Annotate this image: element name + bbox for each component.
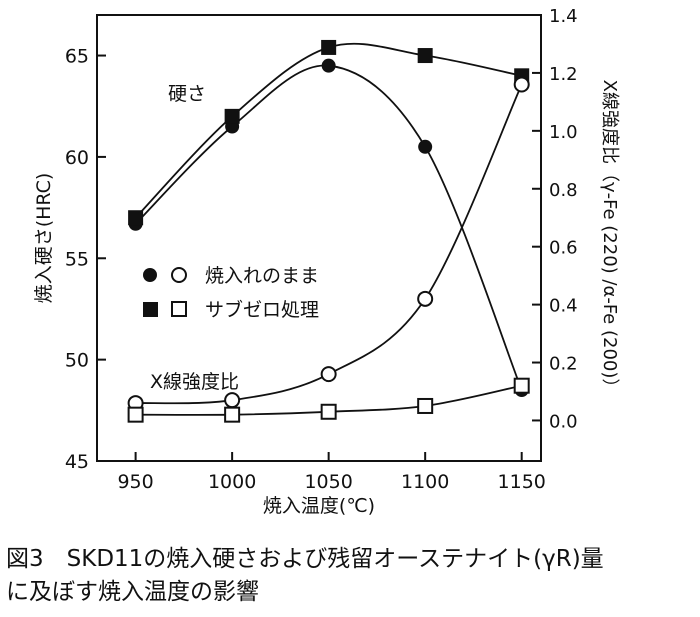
y-right-tick-label: 0.6: [549, 238, 578, 259]
open-circle-point: [224, 392, 241, 409]
left-axis-title: 焼入硬さ(HRC): [33, 173, 55, 304]
x-axis-title: 焼入温度(℃): [263, 495, 375, 517]
legend-label-subzero: サブゼロ処理: [205, 298, 319, 321]
y-right-tick-label: 0.4: [549, 296, 578, 317]
x-tick-label: 1100: [401, 471, 449, 493]
y-right-tick-label: 1.2: [549, 64, 578, 85]
open-square-point: [320, 403, 337, 420]
open-circle-point: [513, 76, 530, 93]
y-right-tick-label: 0.8: [549, 180, 578, 201]
series-line-xray-open-circle: [135, 84, 523, 405]
open-square-point: [417, 397, 434, 414]
y-right-tick-label: 0.0: [549, 411, 578, 432]
y-left-tick-label: 55: [65, 248, 89, 270]
caption-line-1: 図3 SKD11の焼入硬さおよび残留オーステナイト(γR)量: [6, 546, 604, 572]
y-left-tick-label: 60: [65, 147, 89, 169]
annotation-hardness: 硬さ: [168, 83, 206, 105]
y-right-tick-label: 1.4: [549, 6, 578, 27]
series-line-hardness-filled-circle: [134, 64, 523, 391]
x-tick-label: 1000: [208, 471, 256, 493]
y-left-tick-label: 45: [65, 451, 89, 473]
legend-filled-circle: [143, 268, 157, 282]
open-circle-point: [320, 366, 337, 383]
filled-circle-point: [418, 139, 433, 154]
filled-circle-point: [321, 58, 336, 73]
plot-frame: [96, 14, 542, 462]
open-square-point: [127, 406, 144, 423]
annotation-xray: X線強度比: [150, 371, 239, 393]
open-circle-point: [417, 290, 434, 307]
legend-open-square: [171, 301, 187, 317]
open-square-point: [224, 406, 241, 423]
filled-square-point: [321, 39, 337, 55]
filled-square-point: [224, 108, 240, 124]
legend-filled-square: [143, 302, 158, 317]
filled-square-point: [417, 48, 433, 64]
right-axis-title: X線強度比（γ-Fe (220) /α-Fe (200)）: [599, 80, 620, 397]
x-tick-label: 1050: [304, 471, 352, 493]
y-left-tick-label: 50: [65, 350, 89, 372]
figure-caption: 図3 SKD11の焼入硬さおよび残留オーステナイト(γR)量 に及ぼす焼入温度の…: [6, 543, 696, 609]
filled-square-point: [128, 210, 144, 226]
legend-open-circle: [171, 267, 187, 283]
series-markers: [127, 39, 530, 423]
chart: 950 1000 1050 1100 1150 45 50 55 60 65 0.0 0.2 0.4 0.…: [33, 6, 620, 517]
y-right-tick-label: 0.2: [549, 354, 578, 375]
x-tick-label: 950: [117, 471, 153, 493]
legend-label-as-quenched: 焼入れのまま: [205, 265, 319, 287]
legend: 焼入れのまま サブゼロ処理: [143, 265, 319, 321]
y-right-tick-label: 1.0: [549, 122, 578, 143]
caption-line-2: に及ぼす焼入温度の影響: [6, 579, 259, 605]
y-left-tick-label: 65: [65, 46, 89, 68]
open-square-point: [513, 377, 530, 394]
axis-ticks: 950 1000 1050 1100 1150 45 50 55 60 65 0.0 0.2 0.4 0.…: [65, 6, 578, 493]
x-tick-label: 1150: [498, 471, 546, 493]
